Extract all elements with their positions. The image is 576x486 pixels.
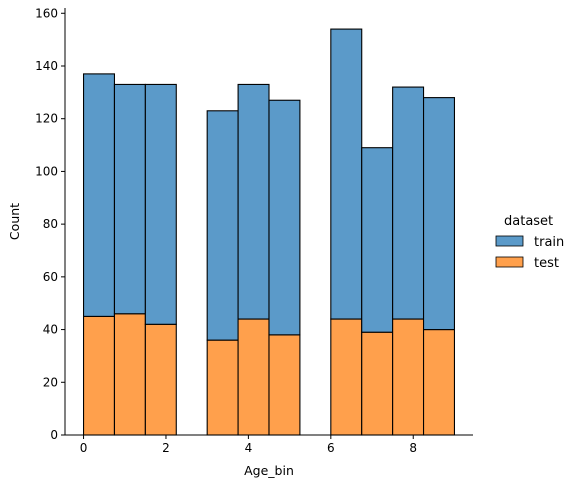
- y-tick-label-120: 120: [35, 112, 58, 126]
- bar-train-3: [206, 110, 239, 341]
- bars-layer: [82, 28, 456, 436]
- y-tick-label-20: 20: [43, 375, 58, 389]
- bar-test-2: [144, 323, 177, 436]
- x-tick-label-0: 0: [80, 441, 88, 455]
- y-tick-label-40: 40: [43, 323, 58, 337]
- legend: dataset train test: [495, 214, 564, 271]
- legend-title: dataset: [504, 214, 553, 229]
- legend-swatch-test: [495, 256, 524, 268]
- y-tick-label-100: 100: [35, 164, 58, 178]
- x-tick-label-4: 4: [245, 441, 253, 455]
- x-tick-label-8: 8: [409, 441, 417, 455]
- bar-train-6: [330, 28, 363, 320]
- bar-test-9: [422, 329, 456, 436]
- bar-test-8: [392, 318, 425, 436]
- y-tick-label-80: 80: [43, 217, 58, 231]
- bar-train-5: [268, 99, 301, 336]
- bar-train-4: [237, 83, 270, 320]
- bar-train-1: [113, 83, 146, 315]
- bar-train-7: [361, 147, 394, 333]
- x-tick-label-2: 2: [162, 441, 170, 455]
- bar-test-7: [361, 331, 394, 436]
- y-tick-label-140: 140: [35, 59, 58, 73]
- y-tick-label-60: 60: [43, 270, 58, 284]
- bar-train-0: [82, 73, 116, 317]
- y-tick-label-0: 0: [50, 428, 58, 442]
- bar-test-4: [237, 318, 270, 436]
- bar-train-9: [422, 97, 456, 331]
- x-tick-label-6: 6: [327, 441, 335, 455]
- y-axis-label: Count: [7, 203, 22, 240]
- bar-train-8: [392, 86, 425, 320]
- legend-swatch-train: [495, 235, 524, 247]
- bar-test-5: [268, 334, 301, 436]
- bar-test-6: [330, 318, 363, 436]
- bar-test-1: [113, 313, 146, 436]
- bar-test-3: [206, 339, 239, 436]
- legend-label-train: train: [534, 235, 564, 250]
- y-tick-label-160: 160: [35, 6, 58, 20]
- x-axis-label: Age_bin: [244, 463, 294, 478]
- bar-train-2: [144, 83, 177, 325]
- bar-test-0: [82, 315, 116, 436]
- legend-label-test: test: [534, 256, 559, 271]
- axes-layer: 0 20 40 60 80 100 120 140 160 0 2 4 6 8 Age_bin Count: [7, 6, 473, 478]
